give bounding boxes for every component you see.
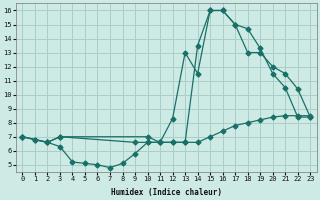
X-axis label: Humidex (Indice chaleur): Humidex (Indice chaleur) (111, 188, 222, 197)
